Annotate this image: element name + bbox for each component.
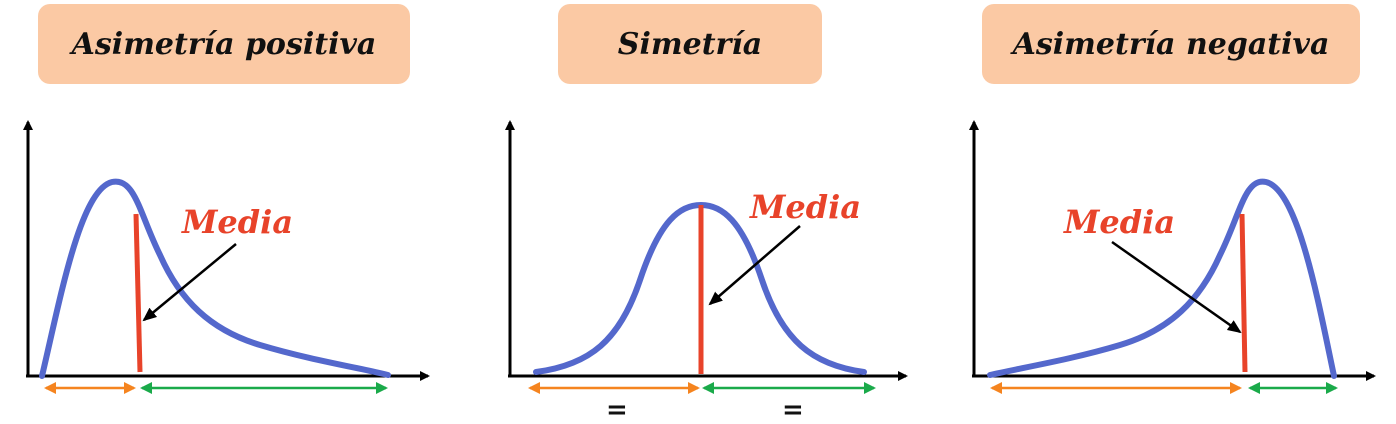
- panel-symmetric: Media = =: [505, 120, 908, 424]
- pointer-arrow: [1111, 240, 1242, 334]
- title-negative-skew: Asimetría negativa: [982, 4, 1360, 84]
- mean-label: Media: [749, 188, 861, 226]
- title-positive-skew: Asimetría positiva: [38, 4, 410, 84]
- mean-label: Media: [1063, 203, 1175, 241]
- equal-sign-right: =: [782, 395, 804, 424]
- mean-line: [1239, 213, 1248, 373]
- mean-label: Media: [181, 203, 293, 241]
- panel-negative-skew: Media: [969, 120, 1376, 394]
- title-symmetric: Simetría: [558, 4, 822, 84]
- distribution-curve: [987, 178, 1337, 379]
- pointer-arrow: [142, 243, 237, 322]
- panel-positive-skew: Media: [23, 120, 430, 394]
- pointer-arrow: [708, 225, 801, 306]
- distribution-curve: [39, 178, 391, 379]
- equal-sign-left: =: [606, 395, 628, 424]
- mean-line: [133, 213, 143, 373]
